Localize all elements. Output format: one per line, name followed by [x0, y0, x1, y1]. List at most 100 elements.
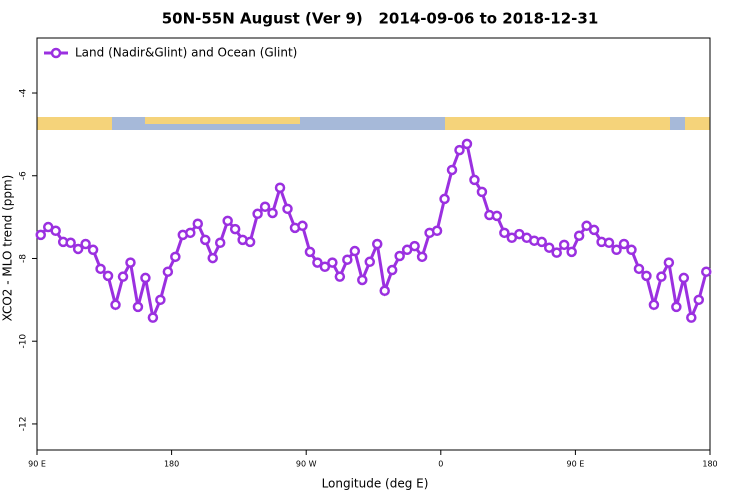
data-point — [626, 244, 637, 256]
x-tick-label: 0 — [438, 460, 443, 469]
land-band — [145, 117, 300, 124]
data-point — [454, 144, 465, 156]
data-point — [491, 210, 503, 222]
data-point — [499, 227, 510, 239]
data-point — [170, 251, 181, 263]
y-tick-label: -4 — [19, 88, 29, 97]
data-point — [581, 220, 592, 232]
data-point — [155, 294, 166, 306]
x-tick-label: 90 E — [567, 460, 585, 469]
land-band — [445, 117, 670, 130]
data-point — [252, 208, 263, 220]
data-point — [162, 266, 174, 277]
data-point — [409, 240, 420, 252]
x-tick-label: 90 W — [296, 460, 317, 469]
data-point — [259, 201, 271, 213]
data-point — [693, 294, 705, 306]
legend-marker — [50, 47, 62, 59]
x-tick-label: 180 — [164, 460, 179, 469]
land-band — [685, 117, 710, 130]
data-point — [566, 246, 577, 258]
data-point — [364, 256, 376, 268]
data-point — [65, 237, 76, 249]
data-point — [342, 254, 353, 265]
data-point — [274, 182, 286, 193]
data-point — [648, 299, 660, 311]
data-point — [551, 247, 562, 258]
data-point — [469, 174, 480, 186]
data-point — [431, 225, 443, 237]
data-point — [35, 229, 46, 241]
data-point — [536, 236, 547, 248]
data-point — [147, 312, 159, 323]
legend-label: Land (Nadir&Glint) and Ocean (Glint) — [75, 46, 297, 60]
y-tick-label: -12 — [19, 417, 29, 432]
data-point — [297, 220, 308, 232]
data-point — [663, 257, 675, 268]
y-tick-label: -6 — [19, 171, 29, 180]
data-point — [50, 225, 61, 237]
data-point — [543, 242, 555, 253]
data-point — [416, 251, 428, 263]
data-point — [304, 246, 316, 258]
data-point — [72, 243, 84, 255]
plot-frame — [36, 37, 711, 451]
data-point — [267, 207, 278, 219]
data-point — [603, 237, 615, 249]
data-point — [207, 252, 218, 264]
x-axis-label: Longitude (deg E) — [322, 477, 429, 491]
chart-title: 50N-55N August (Ver 9) 2014-09-06 to 201… — [162, 10, 599, 28]
data-point — [701, 266, 712, 277]
data-point — [102, 270, 114, 282]
data-point — [686, 312, 697, 323]
data-point — [558, 239, 570, 251]
data-point — [633, 263, 645, 275]
data-point — [110, 299, 121, 311]
data-point — [379, 285, 390, 296]
data-point — [611, 244, 622, 256]
data-point — [282, 203, 293, 215]
data-point — [573, 230, 585, 241]
data-point — [371, 238, 383, 250]
map-strip — [37, 117, 710, 130]
data-point — [394, 250, 405, 262]
data-point — [80, 238, 91, 250]
y-axis-label: XCO2 - MLO trend (ppm) — [1, 175, 15, 322]
data-point — [185, 227, 196, 239]
data-point — [349, 245, 361, 257]
series-line — [39, 141, 708, 323]
y-tick-label: -8 — [19, 254, 29, 263]
data-point — [588, 224, 600, 236]
data-point — [244, 236, 256, 248]
data-point — [312, 257, 323, 268]
data-point — [140, 272, 151, 284]
data-point — [461, 138, 473, 150]
data-point — [95, 263, 106, 275]
data-point — [334, 271, 346, 282]
data-point — [641, 270, 652, 282]
x-tick-label: 180 — [702, 460, 717, 469]
data-point — [222, 215, 233, 227]
data-point — [132, 301, 144, 313]
data-point — [678, 272, 690, 284]
data-point — [446, 164, 458, 176]
data-point — [618, 238, 630, 250]
data-point — [671, 301, 682, 313]
data-point — [192, 218, 204, 229]
data-point — [439, 193, 450, 205]
y-tick-label: -10 — [19, 334, 29, 349]
data-point — [357, 274, 368, 286]
data-point — [656, 271, 667, 282]
land-band — [37, 117, 112, 130]
data-point — [327, 257, 338, 268]
data-point — [319, 261, 331, 273]
data-point — [117, 271, 129, 282]
data-point — [214, 237, 226, 249]
data-point — [200, 234, 211, 246]
data-point — [229, 223, 241, 235]
data-point — [87, 244, 99, 256]
x-tick-label: 90 E — [28, 460, 46, 469]
data-point — [476, 186, 488, 198]
data-point — [386, 264, 398, 276]
